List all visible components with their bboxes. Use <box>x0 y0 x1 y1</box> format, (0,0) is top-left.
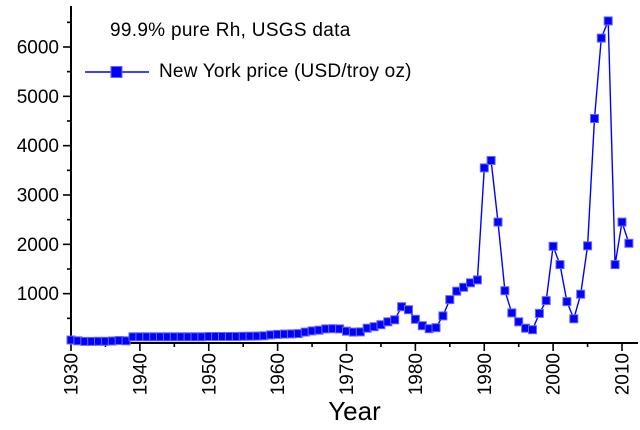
legend-marker-icon <box>85 66 149 78</box>
data-point-marker <box>493 217 503 227</box>
x-tick-label: 1930 <box>62 353 83 395</box>
data-point-marker <box>390 315 400 325</box>
data-point-marker <box>445 295 455 305</box>
y-tick-label: 6000 <box>17 38 59 59</box>
chart-title: 99.9% pure Rh, USGS data <box>110 20 351 41</box>
y-tick-label: 5000 <box>17 87 59 108</box>
legend-label: New York price (USD/troy oz) <box>159 61 412 82</box>
data-point-marker <box>548 241 558 251</box>
axes <box>70 6 638 344</box>
x-tick-label: 1980 <box>406 353 427 395</box>
data-point-marker <box>486 156 496 165</box>
data-point-marker <box>528 325 537 335</box>
legend: New York price (USD/troy oz) <box>84 61 412 83</box>
x-tick-label: 2000 <box>544 353 565 395</box>
data-point-marker <box>555 260 565 270</box>
data-point-marker <box>431 323 441 333</box>
x-axis: 1930 1940 1950 1960 1970 1980 1990 2000 2010 <box>62 343 634 395</box>
data-point-marker <box>576 289 586 299</box>
series-markers <box>66 16 634 346</box>
data-point-marker <box>514 317 524 327</box>
x-tick-label: 1990 <box>475 353 496 395</box>
data-point-marker <box>562 297 572 307</box>
data-point-marker <box>507 308 517 318</box>
y-tick-label: 1000 <box>17 284 59 305</box>
data-point-marker <box>404 305 413 315</box>
x-tick-label: 1950 <box>199 353 220 395</box>
data-point-marker <box>534 308 544 318</box>
x-tick-label: 1970 <box>337 353 358 395</box>
data-point-marker <box>569 314 579 324</box>
x-axis-title: Year <box>328 396 381 426</box>
data-point-marker <box>596 33 606 43</box>
data-point-marker <box>624 238 634 248</box>
y-axis: 1000 2000 3000 4000 5000 6000 <box>17 21 71 320</box>
data-point-marker <box>438 311 448 321</box>
data-point-marker <box>410 314 420 324</box>
data-point-marker <box>472 275 482 285</box>
y-tick-label: 2000 <box>17 235 59 256</box>
x-tick-label: 1960 <box>268 353 289 395</box>
data-point-marker <box>479 163 489 173</box>
data-point-marker <box>617 217 627 227</box>
y-tick-label: 4000 <box>17 136 59 157</box>
x-tick-label: 2010 <box>613 353 634 395</box>
data-point-marker <box>500 286 510 296</box>
data-point-marker <box>603 16 613 26</box>
data-point-marker <box>583 241 593 251</box>
data-point-marker <box>610 260 620 270</box>
data-point-marker <box>541 296 551 306</box>
x-tick-label: 1940 <box>130 353 151 395</box>
data-point-marker <box>590 114 599 123</box>
y-tick-label: 3000 <box>17 186 59 207</box>
